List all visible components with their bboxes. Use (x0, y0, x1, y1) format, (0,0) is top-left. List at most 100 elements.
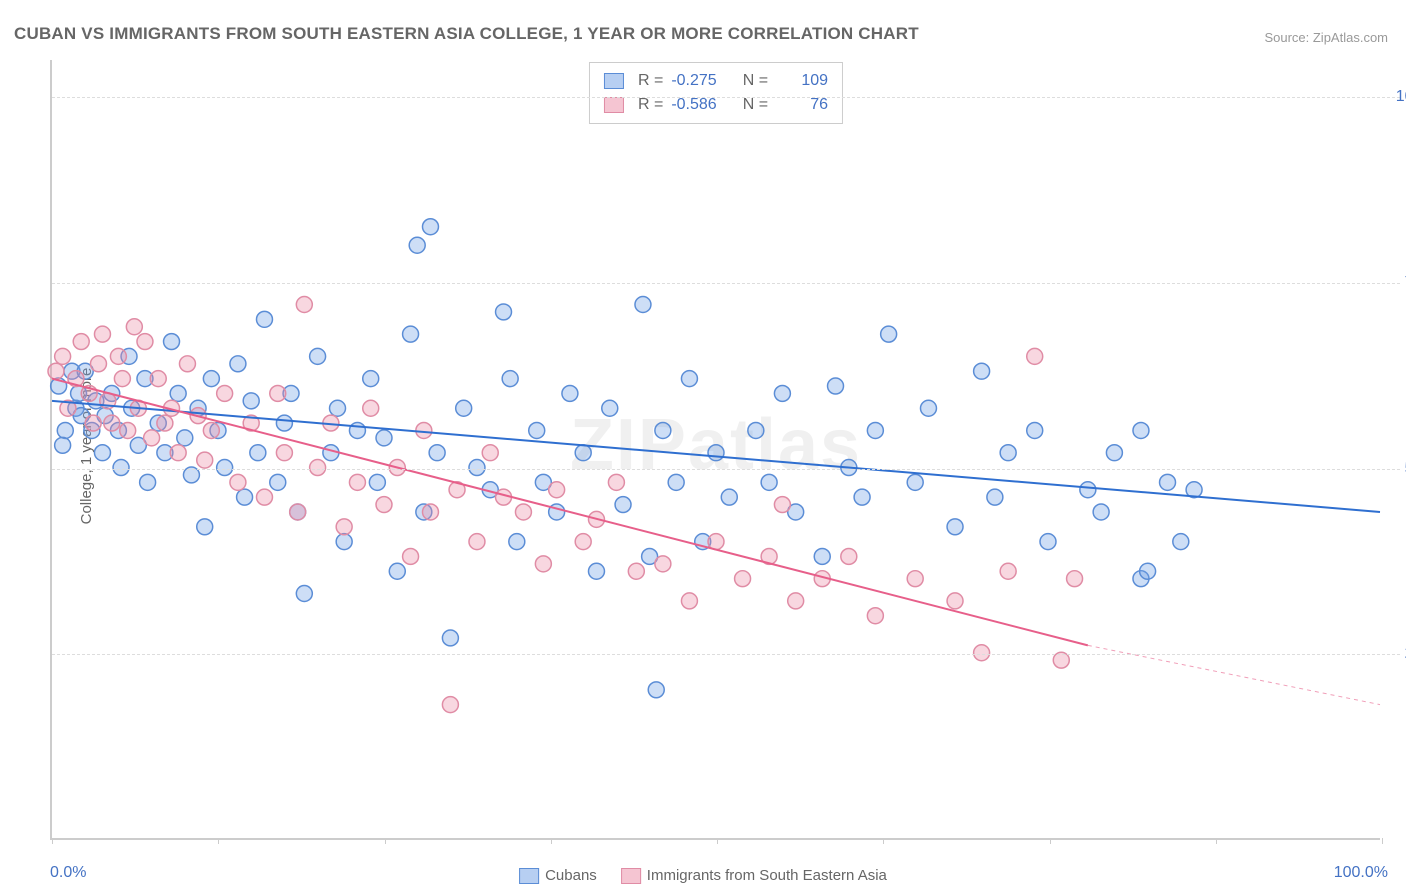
x-tick (883, 838, 884, 844)
scatter-point (126, 319, 142, 335)
scatter-point (376, 497, 392, 513)
scatter-point (549, 482, 565, 498)
x-tick (1382, 838, 1383, 844)
scatter-point (422, 219, 438, 235)
scatter-point (947, 519, 963, 535)
scatter-point (588, 563, 604, 579)
legend-swatch (621, 868, 641, 884)
scatter-point (349, 422, 365, 438)
scatter-point (296, 586, 312, 602)
scatter-point (668, 474, 684, 490)
stats-legend-box: R =-0.275N =109R =-0.586N =76 (589, 62, 843, 124)
scatter-point (1140, 563, 1156, 579)
scatter-point (907, 474, 923, 490)
scatter-point (974, 363, 990, 379)
plot-svg (52, 60, 1380, 838)
scatter-point (635, 297, 651, 313)
scatter-point (1040, 534, 1056, 550)
scatter-point (974, 645, 990, 661)
scatter-point (197, 452, 213, 468)
scatter-point (276, 445, 292, 461)
scatter-point (509, 534, 525, 550)
scatter-point (389, 563, 405, 579)
scatter-point (502, 371, 518, 387)
scatter-point (55, 437, 71, 453)
scatter-point (94, 445, 110, 461)
scatter-point (429, 445, 445, 461)
scatter-point (735, 571, 751, 587)
scatter-point (170, 385, 186, 401)
scatter-point (177, 430, 193, 446)
scatter-point (854, 489, 870, 505)
plot-area: ZIPatlas R =-0.275N =109R =-0.586N =76 2… (50, 60, 1380, 840)
legend-item: Cubans (519, 867, 597, 884)
scatter-point (90, 356, 106, 372)
scatter-point (575, 445, 591, 461)
scatter-point (336, 519, 352, 535)
scatter-point (1067, 571, 1083, 587)
scatter-point (203, 371, 219, 387)
scatter-point (535, 556, 551, 572)
scatter-point (250, 445, 266, 461)
scatter-point (947, 593, 963, 609)
scatter-point (529, 422, 545, 438)
scatter-point (85, 415, 101, 431)
scatter-point (217, 460, 233, 476)
scatter-point (681, 593, 697, 609)
scatter-point (774, 497, 790, 513)
scatter-point (363, 400, 379, 416)
scatter-point (648, 682, 664, 698)
scatter-point (1000, 563, 1016, 579)
n-value: 109 (776, 69, 828, 93)
scatter-point (1000, 445, 1016, 461)
scatter-point (170, 445, 186, 461)
scatter-point (608, 474, 624, 490)
y-tick-label: 100.0% (1396, 88, 1406, 106)
regression-line (52, 379, 1088, 646)
scatter-point (256, 489, 272, 505)
x-axis-end-label: 100.0% (1334, 864, 1388, 882)
scatter-point (164, 334, 180, 350)
scatter-point (721, 489, 737, 505)
scatter-point (1160, 474, 1176, 490)
scatter-point (104, 415, 120, 431)
scatter-point (336, 534, 352, 550)
scatter-point (469, 460, 485, 476)
x-axis-start-label: 0.0% (50, 864, 86, 882)
scatter-point (120, 422, 136, 438)
scatter-point (575, 534, 591, 550)
scatter-point (987, 489, 1003, 505)
scatter-point (442, 697, 458, 713)
scatter-point (841, 548, 857, 564)
scatter-point (230, 356, 246, 372)
scatter-point (1173, 534, 1189, 550)
legend-swatch (519, 868, 539, 884)
scatter-point (456, 400, 472, 416)
source-attribution: Source: ZipAtlas.com (1264, 30, 1388, 45)
scatter-point (310, 460, 326, 476)
scatter-point (1027, 348, 1043, 364)
scatter-point (469, 534, 485, 550)
scatter-point (515, 504, 531, 520)
legend-item: Immigrants from South Eastern Asia (621, 867, 887, 884)
scatter-point (814, 548, 830, 564)
legend-swatch (604, 73, 624, 89)
scatter-point (94, 326, 110, 342)
scatter-point (774, 385, 790, 401)
scatter-point (270, 385, 286, 401)
scatter-point (881, 326, 897, 342)
gridline-h (52, 97, 1400, 98)
scatter-point (349, 474, 365, 490)
scatter-point (296, 297, 312, 313)
r-value-link[interactable]: -0.275 (671, 69, 716, 93)
scatter-point (217, 385, 233, 401)
scatter-point (114, 371, 130, 387)
scatter-point (110, 348, 126, 364)
scatter-point (403, 326, 419, 342)
scatter-point (788, 593, 804, 609)
legend-label: Immigrants from South Eastern Asia (647, 867, 887, 884)
scatter-point (57, 422, 73, 438)
scatter-point (1027, 422, 1043, 438)
scatter-point (422, 504, 438, 520)
scatter-point (237, 489, 253, 505)
